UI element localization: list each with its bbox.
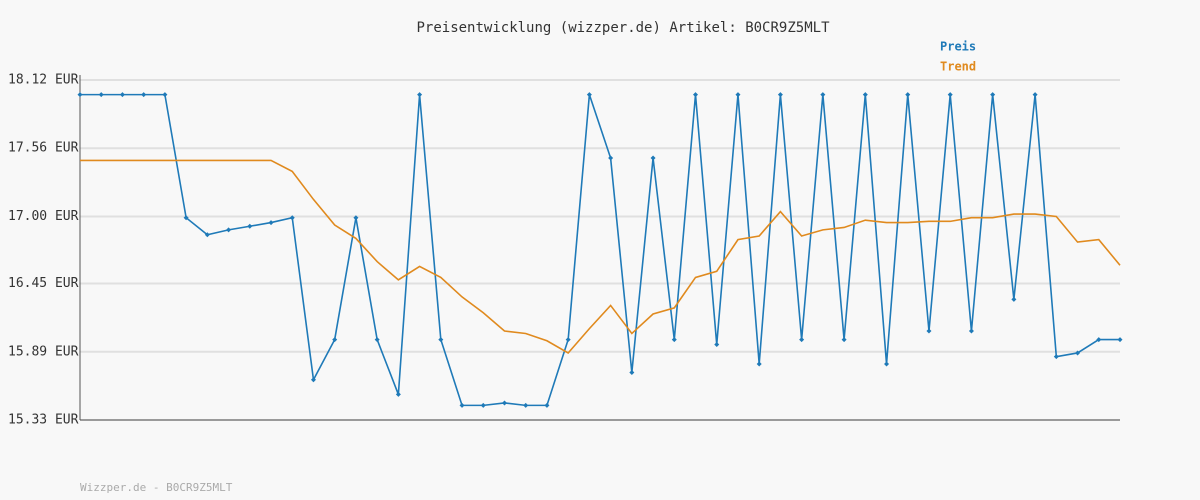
- point-marker: [714, 341, 720, 347]
- point-marker: [905, 92, 911, 98]
- point-marker: [990, 92, 996, 98]
- point-marker: [1053, 354, 1059, 360]
- point-marker: [247, 223, 253, 229]
- point-marker: [1011, 296, 1017, 302]
- point-marker: [884, 361, 890, 367]
- series-line: [80, 159, 1121, 354]
- point-marker: [544, 402, 550, 408]
- point-marker: [693, 92, 699, 98]
- point-marker: [204, 232, 210, 238]
- point-marker: [565, 337, 571, 343]
- footer: Wizzper.de - B0CR9Z5MLT: [80, 481, 233, 494]
- point-marker: [523, 402, 529, 408]
- point-marker: [268, 220, 274, 226]
- point-marker: [332, 337, 338, 343]
- point-marker: [926, 328, 932, 334]
- y-tick-label: 18.12 EUR: [8, 73, 79, 88]
- point-marker: [289, 215, 295, 221]
- point-marker: [183, 215, 189, 221]
- point-marker: [1117, 337, 1123, 343]
- y-tick-label: 15.33 EUR: [8, 413, 79, 428]
- point-marker: [799, 337, 805, 343]
- chart-title: Preisentwicklung (wizzper.de) Artikel: B…: [416, 20, 830, 36]
- y-tick-label: 16.45 EUR: [8, 276, 79, 291]
- point-marker: [501, 400, 507, 406]
- point-marker: [1032, 92, 1038, 98]
- point-marker: [141, 92, 147, 98]
- point-marker: [98, 92, 104, 98]
- point-marker: [459, 402, 465, 408]
- point-marker: [862, 92, 868, 98]
- point-marker: [968, 328, 974, 334]
- y-tick-label: 17.56 EUR: [8, 141, 79, 156]
- point-marker: [226, 227, 232, 233]
- point-marker: [395, 391, 401, 397]
- point-marker: [841, 337, 847, 343]
- series-line: [80, 93, 1120, 407]
- point-marker: [353, 215, 359, 221]
- point-marker: [310, 377, 316, 383]
- point-marker: [1096, 337, 1102, 343]
- legend-label: Trend: [940, 60, 976, 74]
- point-marker: [756, 361, 762, 367]
- point-marker: [947, 92, 953, 98]
- point-marker: [438, 337, 444, 343]
- point-marker: [629, 369, 635, 375]
- point-marker: [671, 337, 677, 343]
- point-marker: [162, 92, 168, 98]
- point-marker: [650, 155, 656, 161]
- point-marker: [374, 337, 380, 343]
- point-marker: [1075, 350, 1081, 356]
- y-tick-label: 17.00 EUR: [8, 209, 79, 224]
- point-marker: [77, 92, 83, 98]
- point-marker: [820, 92, 826, 98]
- y-tick-label: 15.89 EUR: [8, 344, 79, 359]
- point-marker: [608, 155, 614, 161]
- point-marker: [417, 92, 423, 98]
- point-marker: [119, 92, 125, 98]
- point-marker: [480, 402, 486, 408]
- legend-label: Preis: [940, 40, 976, 54]
- point-marker: [735, 92, 741, 98]
- point-marker: [586, 92, 592, 98]
- point-marker: [777, 92, 783, 98]
